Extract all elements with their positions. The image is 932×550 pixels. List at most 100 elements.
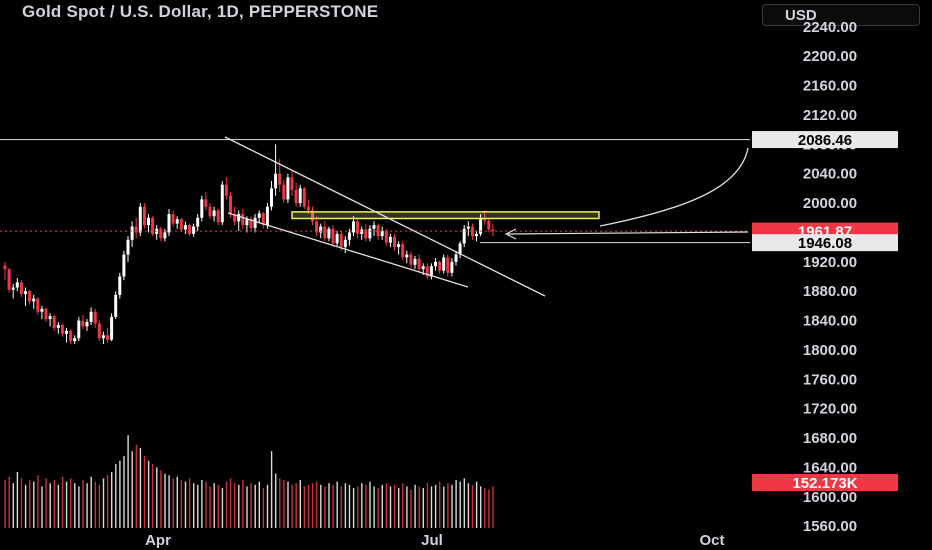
price-tick-label: 2120.00	[803, 107, 857, 124]
candle-body	[224, 184, 228, 196]
volume-bar	[131, 451, 133, 528]
candle-body	[352, 221, 355, 233]
volume-bar	[45, 478, 47, 528]
volume-bar	[328, 483, 330, 528]
time-tick-label: Jul	[421, 532, 443, 549]
candle-body	[40, 308, 44, 312]
volume-bar	[451, 484, 453, 528]
volume-bar	[357, 486, 359, 528]
volume-bar	[266, 484, 269, 528]
candle-body	[380, 230, 384, 237]
volume-bar	[398, 488, 400, 528]
candle-body	[188, 225, 191, 234]
price-tick-label: 1760.00	[803, 371, 857, 388]
candle-body	[97, 323, 101, 339]
candle-body	[270, 188, 273, 207]
volume-bar	[340, 486, 342, 528]
currency-button[interactable]: USD	[762, 4, 920, 26]
volume-bar	[53, 480, 55, 528]
highlight-zone[interactable]	[291, 211, 600, 220]
candle-body	[114, 294, 118, 317]
volume-badge-text: 152.173K	[792, 475, 857, 492]
volume-bar	[78, 486, 80, 528]
candle-body	[81, 320, 85, 327]
volume-bar	[143, 456, 146, 528]
resistance-badge-text: 2086.46	[798, 132, 852, 149]
volume-bar	[86, 483, 88, 528]
candle-body	[421, 266, 425, 270]
candle-body	[32, 298, 36, 302]
volume-bar	[168, 475, 170, 528]
candle-body	[65, 330, 68, 334]
price-tick-label: 2040.00	[803, 166, 857, 183]
volume-bar	[16, 472, 19, 528]
projection-curve[interactable]	[599, 147, 749, 227]
drawings[interactable]	[0, 136, 750, 297]
volume-bar	[111, 472, 113, 528]
candle-body	[384, 230, 388, 243]
candle-body	[425, 266, 429, 277]
volume-bar	[418, 486, 420, 528]
price-axis[interactable]: 2240.002200.002160.002120.002080.002040.…	[803, 19, 857, 535]
candle-body	[376, 225, 380, 237]
volume-bar	[20, 478, 23, 528]
volume-bar	[287, 481, 289, 528]
volume-bar	[488, 489, 490, 528]
candle-body	[19, 282, 23, 295]
volume-bar	[258, 481, 260, 528]
candle-body	[60, 324, 64, 334]
volume-bar	[197, 484, 199, 528]
volume-bar	[213, 483, 215, 528]
price-tick-label: 1840.00	[803, 313, 857, 330]
candle-body	[229, 195, 232, 215]
candle-body	[138, 206, 142, 233]
candle-body	[298, 188, 302, 204]
volume-bar	[147, 460, 150, 528]
candle-body	[388, 236, 392, 243]
time-axis[interactable]: Apr Jul Oct	[145, 532, 724, 549]
candle-body	[196, 217, 200, 227]
candle-body	[347, 232, 351, 240]
candle-body	[11, 287, 15, 290]
candle-body	[393, 236, 396, 248]
candle-body	[454, 254, 458, 262]
volume-bar	[377, 488, 379, 528]
candle-body	[233, 214, 237, 222]
volume-bar	[348, 484, 351, 528]
candle-body	[220, 184, 224, 223]
candle-body	[335, 233, 339, 244]
candle-body	[241, 214, 245, 226]
candle-body	[110, 316, 114, 340]
candle-body	[48, 316, 52, 320]
volume-bar	[311, 483, 314, 528]
candle-body	[368, 228, 372, 239]
volume-bar	[393, 484, 396, 528]
candle-body	[491, 229, 495, 231]
pointer-arrow[interactable]	[504, 228, 749, 240]
wedge-upper-trendline[interactable]	[224, 136, 546, 297]
chart-title: Gold Spot / U.S. Dollar, 1D, PEPPERSTONE	[22, 2, 379, 21]
volume-bar	[29, 480, 31, 528]
candle-body	[401, 244, 405, 258]
volume-bar	[303, 486, 306, 528]
candle-body	[429, 266, 433, 277]
volume-bar	[324, 486, 326, 528]
candle-body	[331, 228, 335, 244]
candle-body	[237, 214, 241, 222]
volume-bar	[381, 484, 383, 528]
marked-level-badge: 1946.08	[752, 234, 898, 252]
candle-body	[405, 254, 409, 258]
volume-bar	[65, 481, 68, 528]
candle-body	[151, 217, 155, 234]
price-tick-label: 2000.00	[803, 195, 857, 212]
volume-bar	[447, 483, 449, 528]
volume-bar	[443, 486, 445, 528]
volume-bar	[352, 488, 355, 528]
volume-bar	[188, 478, 191, 528]
volume-bar	[414, 484, 416, 528]
price-tick-label: 1880.00	[803, 283, 857, 300]
wedge-lower-trendline[interactable]	[227, 212, 469, 288]
candle-body	[134, 226, 138, 233]
candle-body	[458, 243, 462, 255]
